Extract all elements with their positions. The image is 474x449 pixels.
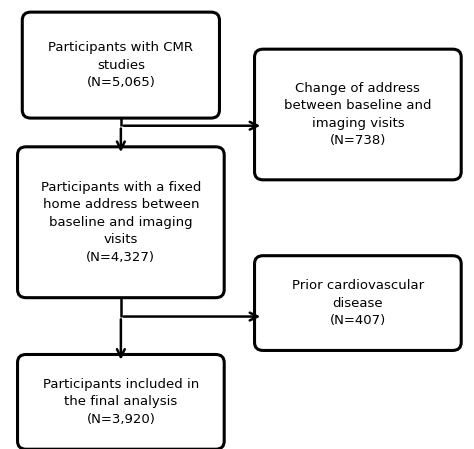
FancyBboxPatch shape — [22, 12, 219, 118]
Text: Prior cardiovascular
disease
(N=407): Prior cardiovascular disease (N=407) — [292, 279, 424, 327]
Text: Participants with CMR
studies
(N=5,065): Participants with CMR studies (N=5,065) — [48, 41, 193, 89]
Text: Participants with a fixed
home address between
baseline and imaging
visits
(N=4,: Participants with a fixed home address b… — [41, 181, 201, 264]
FancyBboxPatch shape — [255, 256, 461, 350]
FancyBboxPatch shape — [255, 49, 461, 180]
Text: Participants included in
the final analysis
(N=3,920): Participants included in the final analy… — [43, 378, 199, 426]
FancyBboxPatch shape — [18, 147, 224, 298]
FancyBboxPatch shape — [18, 355, 224, 449]
Text: Change of address
between baseline and
imaging visits
(N=738): Change of address between baseline and i… — [284, 82, 432, 147]
